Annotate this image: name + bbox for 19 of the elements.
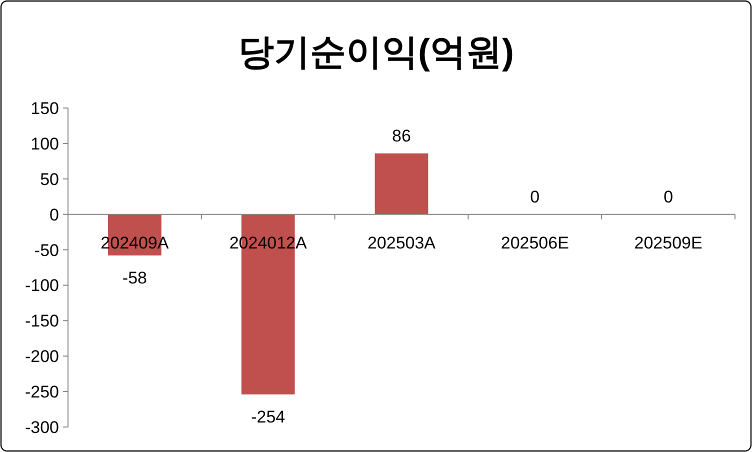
y-tick-label: 50 [40,170,59,189]
y-tick-label: 150 [30,99,59,118]
y-tick-label: 0 [50,205,59,224]
y-tick-label: -200 [24,347,59,366]
data-label: 0 [664,187,674,206]
chart-title: 당기순이익(억원) [238,31,514,72]
data-label: -254 [251,407,286,426]
y-tick-label: -250 [24,382,59,402]
y-tick-label: -300 [24,418,59,437]
data-label: -58 [122,268,147,288]
x-tick-label: 202506E [500,233,569,252]
y-tick-label: -150 [24,312,59,331]
y-tick-label: -100 [24,276,59,296]
data-label: 0 [530,187,540,206]
x-tick-label: 202503A [367,233,436,252]
y-tick-label: 100 [30,134,59,154]
x-tick-label: 202509E [634,233,702,252]
data-label: 86 [392,126,411,146]
y-tick-label: -50 [34,240,59,260]
